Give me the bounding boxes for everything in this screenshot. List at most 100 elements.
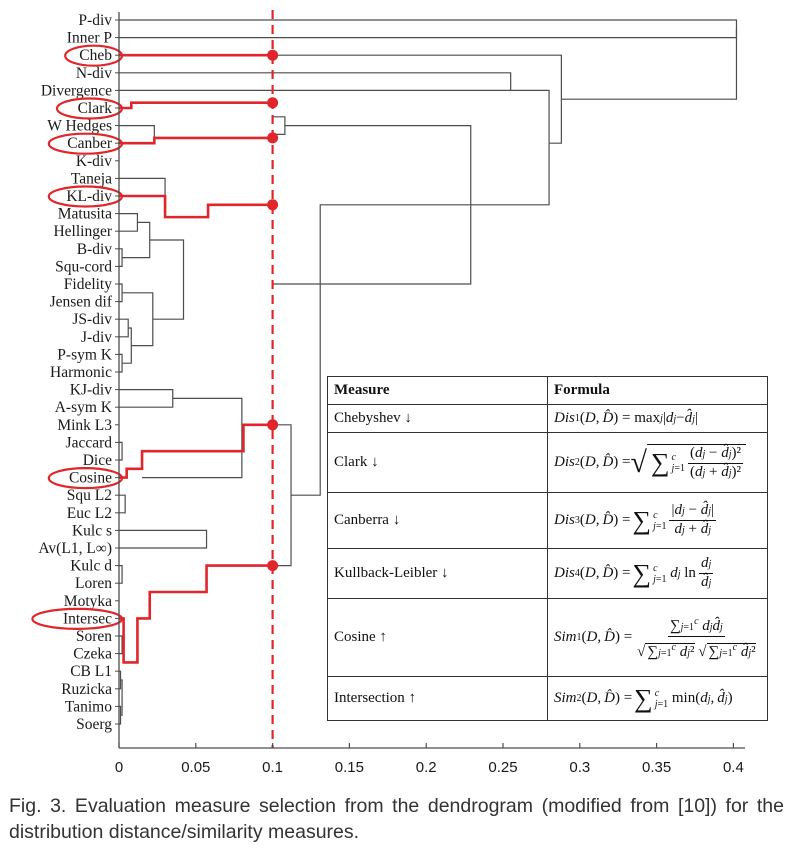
leaf-label: Jaccard [66, 434, 113, 451]
dendrogram-link [120, 679, 123, 716]
leaf-label: Squ L2 [67, 487, 112, 504]
leaf-label: Intersec [63, 610, 112, 627]
dendrogram-link [119, 529, 208, 549]
highlight-path [119, 564, 273, 664]
dendrogram-link [470, 89, 550, 206]
header-measure: Measure [327, 376, 548, 405]
dendrogram-link [119, 494, 126, 514]
leaf-label: Mink L3 [57, 417, 112, 434]
x-tick-label: 0.15 [335, 759, 364, 776]
x-tick-label: 0.35 [642, 759, 671, 776]
measure-cell: Chebyshev ↓ [327, 404, 548, 433]
x-tick-label: 0 [115, 759, 123, 776]
formula-cell: Dis 3(D, D̂) = ∑ c j=1 |dj − d̂j| dj + d̂j [547, 492, 768, 549]
dendrogram-link [119, 177, 166, 197]
leaf-label: Cosine [69, 470, 112, 487]
dendrogram-link [142, 397, 243, 479]
leaf-label: W Hedges [47, 118, 112, 135]
leaf-label: Hellinger [53, 223, 112, 240]
leaf-label: Fidelity [64, 276, 112, 293]
leaf-label: Czeka [73, 646, 112, 663]
measure-cell: Clark ↓ [327, 432, 548, 493]
highlight-path [119, 423, 273, 479]
leaf-label: Canber [67, 135, 113, 152]
formula-cell: Sim 2(D, D̂) = ∑ c j=1 min(dj, d̂j) [547, 676, 768, 721]
leaf-label: Harmonic [50, 364, 112, 381]
dendrogram-link [291, 204, 471, 496]
leaf-label: N-div [76, 65, 112, 82]
leaf-label: Av(L1, L∞) [38, 540, 112, 557]
x-tick-label: 0.4 [723, 759, 744, 776]
leaf-label: Euc L2 [67, 505, 112, 522]
highlight-ellipse [47, 467, 124, 490]
leaf-label: Kulc s [72, 522, 112, 539]
formula-cell: Dis 4(D, D̂) = ∑ c j=1 dj ln dj d̂j [547, 548, 768, 599]
intersection-marker [267, 419, 279, 431]
highlight-ellipse [55, 97, 124, 120]
dendrogram-link [119, 564, 123, 584]
leaf-label: Divergence [41, 82, 112, 99]
leaf-label: Dice [83, 452, 112, 469]
intersection-marker [267, 199, 279, 211]
formula-table: Measure Formula Chebyshev ↓ Dis 1(D, D̂) … [327, 376, 768, 721]
leaf-label: B-div [77, 241, 113, 258]
intersection-marker [267, 49, 279, 61]
dendrogram-link [119, 318, 129, 338]
highlight-ellipse [47, 185, 124, 208]
x-tick-label: 0.1 [262, 759, 283, 776]
leaf-label: Jensen dif [50, 294, 113, 311]
intersection-marker [267, 132, 279, 144]
dendrogram-link [119, 124, 155, 144]
dendrogram-figure: P-div Inner P Cheb N-div Divergence Clark W He… [31, 10, 768, 776]
measure-cell: Intersection ↑ [327, 676, 548, 721]
leaf-label: Inner P [67, 30, 112, 47]
highlight-path [119, 194, 273, 219]
figure-caption: Fig. 3. Evaluation measure selection fro… [9, 795, 784, 843]
dendrogram-link [119, 19, 738, 39]
table-row: Kullback-Leibler ↓ Dis 4(D, D̂) = ∑ c j=1 d… [327, 548, 768, 599]
dendrogram-link [119, 389, 174, 408]
leaf-label: K-div [76, 153, 112, 170]
table-row: Cosine ↑ Sim 1(D, D̂) = ∑j=1c djd̂j √ ∑j=1c… [327, 598, 768, 677]
dendrogram-link [272, 424, 292, 567]
leaf-label: Loren [75, 575, 112, 592]
measure-cell: Cosine ↑ [327, 598, 548, 677]
dendrogram-link [119, 635, 123, 655]
x-tick-label: 0.25 [488, 759, 517, 776]
dendrogram-link [119, 72, 512, 92]
leaf-label: KJ-div [70, 382, 112, 399]
highlight-ellipse [47, 132, 124, 155]
highlight-ellipse [64, 44, 124, 67]
x-tick-label: 0.2 [416, 759, 437, 776]
leaf-label: Clark [78, 100, 113, 117]
leaf-label: Ruzicka [61, 681, 112, 698]
leaf-label: CB L1 [70, 663, 112, 680]
leaf-label: Cheb [79, 47, 112, 64]
formula-cell: Dis 2(D, D̂) = √ ∑ c j=1 (dj − d̂j)² (dj + d̂j… [547, 432, 768, 493]
dendrogram-link [561, 28, 738, 100]
leaf-label: P-div [78, 12, 112, 29]
intersection-marker [267, 97, 279, 109]
dendrogram-link [122, 327, 132, 364]
x-tick-label: 0.05 [181, 759, 210, 776]
highlight-path [119, 136, 273, 145]
leaf-label: JS-div [72, 311, 112, 328]
formula-cell: Sim 1(D, D̂) = ∑j=1c djd̂j √ ∑j=1c dj² √ ∑j=… [547, 598, 768, 677]
dendrogram-link [119, 441, 123, 461]
x-tick-label: 0.3 [569, 759, 590, 776]
table-header-row: Measure Formula [327, 376, 768, 405]
highlight-ellipse [31, 607, 124, 631]
measure-cell: Canberra ↓ [327, 492, 548, 549]
leaf-label: Kulc d [70, 558, 112, 575]
dendrogram-link [272, 54, 562, 144]
leaf-label: KL-div [66, 188, 112, 205]
leaf-label: Squ-cord [55, 258, 112, 275]
dendrogram-link [272, 116, 286, 135]
leaf-label: Taneja [71, 170, 112, 187]
leaf-label: Matusita [58, 206, 112, 223]
intersection-marker [267, 560, 279, 572]
leaf-label: Motyka [64, 593, 112, 610]
leaf-label: Soerg [76, 716, 112, 733]
dendrogram-link [119, 213, 139, 232]
